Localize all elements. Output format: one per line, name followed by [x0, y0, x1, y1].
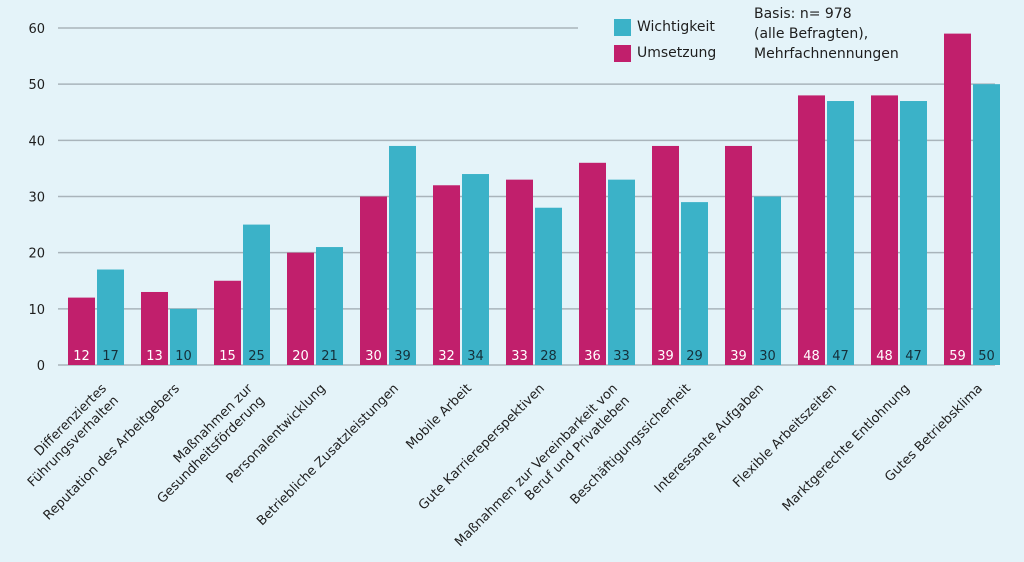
bar-umsetzung	[944, 33, 971, 365]
legend-item-umsetzung: Umsetzung	[614, 40, 716, 66]
category-label-line: Maßnahmen zur Vereinbarkeit von	[452, 381, 621, 550]
legend-label-wichtigkeit: Wichtigkeit	[637, 19, 715, 35]
value-label-umsetzung: 36	[584, 349, 601, 364]
bar-umsetzung	[68, 297, 95, 365]
y-tick-label: 0	[37, 359, 45, 374]
value-label-umsetzung: 15	[219, 349, 236, 364]
y-tick-label: 40	[28, 134, 45, 149]
category-label-line: Marktgerechte Entlohnung	[780, 381, 913, 514]
bar-wichtigkeit	[97, 269, 124, 365]
basis-note-line: Basis: n= 978	[754, 6, 852, 22]
category-label: Marktgerechte Entlohnung	[780, 381, 913, 514]
basis-note: Basis: n= 978 (alle Befragten), Mehrfach…	[754, 4, 899, 64]
value-label-wichtigkeit: 10	[175, 349, 192, 364]
bar-umsetzung	[725, 145, 752, 365]
value-label-wichtigkeit: 50	[978, 349, 995, 364]
value-label-wichtigkeit: 25	[248, 349, 265, 364]
legend-swatch-umsetzung	[614, 44, 631, 62]
basis-note-line: Mehrfachnennungen	[754, 46, 899, 62]
value-label-wichtigkeit: 47	[832, 349, 849, 364]
category-labels: DifferenziertesFührungsverhaltenReputati…	[25, 381, 986, 550]
bars	[68, 33, 1000, 366]
bar-wichtigkeit	[389, 145, 416, 365]
y-tick-label: 20	[28, 247, 45, 262]
category-label-line: Betriebliche Zusatzleistungen	[254, 381, 402, 529]
value-label-umsetzung: 13	[146, 349, 163, 364]
value-label-wichtigkeit: 47	[905, 349, 922, 364]
bar-wichtigkeit	[973, 84, 1000, 366]
bar-umsetzung	[214, 280, 241, 365]
y-tick-label: 30	[28, 191, 45, 206]
bar-umsetzung	[652, 145, 679, 365]
bar-umsetzung	[871, 95, 898, 366]
bar-umsetzung	[506, 179, 533, 365]
value-label-umsetzung: 12	[73, 349, 90, 364]
bar-umsetzung	[798, 95, 825, 366]
y-tick-label: 60	[28, 22, 45, 37]
value-label-wichtigkeit: 21	[321, 349, 338, 364]
bar-wichtigkeit	[681, 202, 708, 365]
legend-item-wichtigkeit: Wichtigkeit	[614, 14, 716, 40]
value-label-umsetzung: 33	[511, 349, 528, 364]
bar-umsetzung	[287, 252, 314, 365]
bar-umsetzung	[433, 185, 460, 365]
y-axis-ticks: 0 10 20 30 40 50 60	[28, 22, 45, 374]
value-label-wichtigkeit: 34	[467, 349, 484, 364]
bar-wichtigkeit	[170, 308, 197, 365]
value-label-wichtigkeit: 28	[540, 349, 557, 364]
value-label-wichtigkeit: 30	[759, 349, 776, 364]
value-label-wichtigkeit: 33	[613, 349, 630, 364]
legend: Wichtigkeit Umsetzung	[614, 14, 716, 66]
bar-wichtigkeit	[827, 101, 854, 366]
bar-wichtigkeit	[535, 207, 562, 365]
value-label-wichtigkeit: 39	[394, 349, 411, 364]
bar-wichtigkeit	[316, 247, 343, 365]
value-label-wichtigkeit: 17	[102, 349, 119, 364]
value-label-umsetzung: 48	[876, 349, 893, 364]
value-label-umsetzung: 32	[438, 349, 455, 364]
value-label-umsetzung: 39	[657, 349, 674, 364]
value-label-umsetzung: 39	[730, 349, 747, 364]
bar-umsetzung	[141, 291, 168, 365]
bar-wichtigkeit	[900, 101, 927, 366]
bar-umsetzung	[579, 162, 606, 365]
category-label-line: Mobile Arbeit	[403, 381, 474, 452]
bar-wichtigkeit	[243, 224, 270, 365]
value-label-umsetzung: 20	[292, 349, 309, 364]
y-tick-label: 10	[28, 303, 45, 318]
basis-note-line: (alle Befragten),	[754, 26, 869, 42]
y-tick-label: 50	[28, 78, 45, 93]
bar-umsetzung	[360, 196, 387, 365]
value-labels: 12 17 13 10 15 25 20 21 30 39 32 34 33 28 36 33 39 29 39 30…	[73, 349, 995, 364]
value-label-wichtigkeit: 29	[686, 349, 703, 364]
bar-wichtigkeit	[462, 174, 489, 365]
legend-swatch-wichtigkeit	[614, 18, 631, 36]
value-label-umsetzung: 59	[949, 349, 966, 364]
legend-label-umsetzung: Umsetzung	[637, 45, 717, 61]
value-label-umsetzung: 48	[803, 349, 820, 364]
bar-wichtigkeit	[754, 196, 781, 365]
bar-wichtigkeit	[608, 179, 635, 365]
category-label: Mobile Arbeit	[403, 381, 474, 452]
category-label: Betriebliche Zusatzleistungen	[254, 381, 402, 529]
value-label-umsetzung: 30	[365, 349, 382, 364]
